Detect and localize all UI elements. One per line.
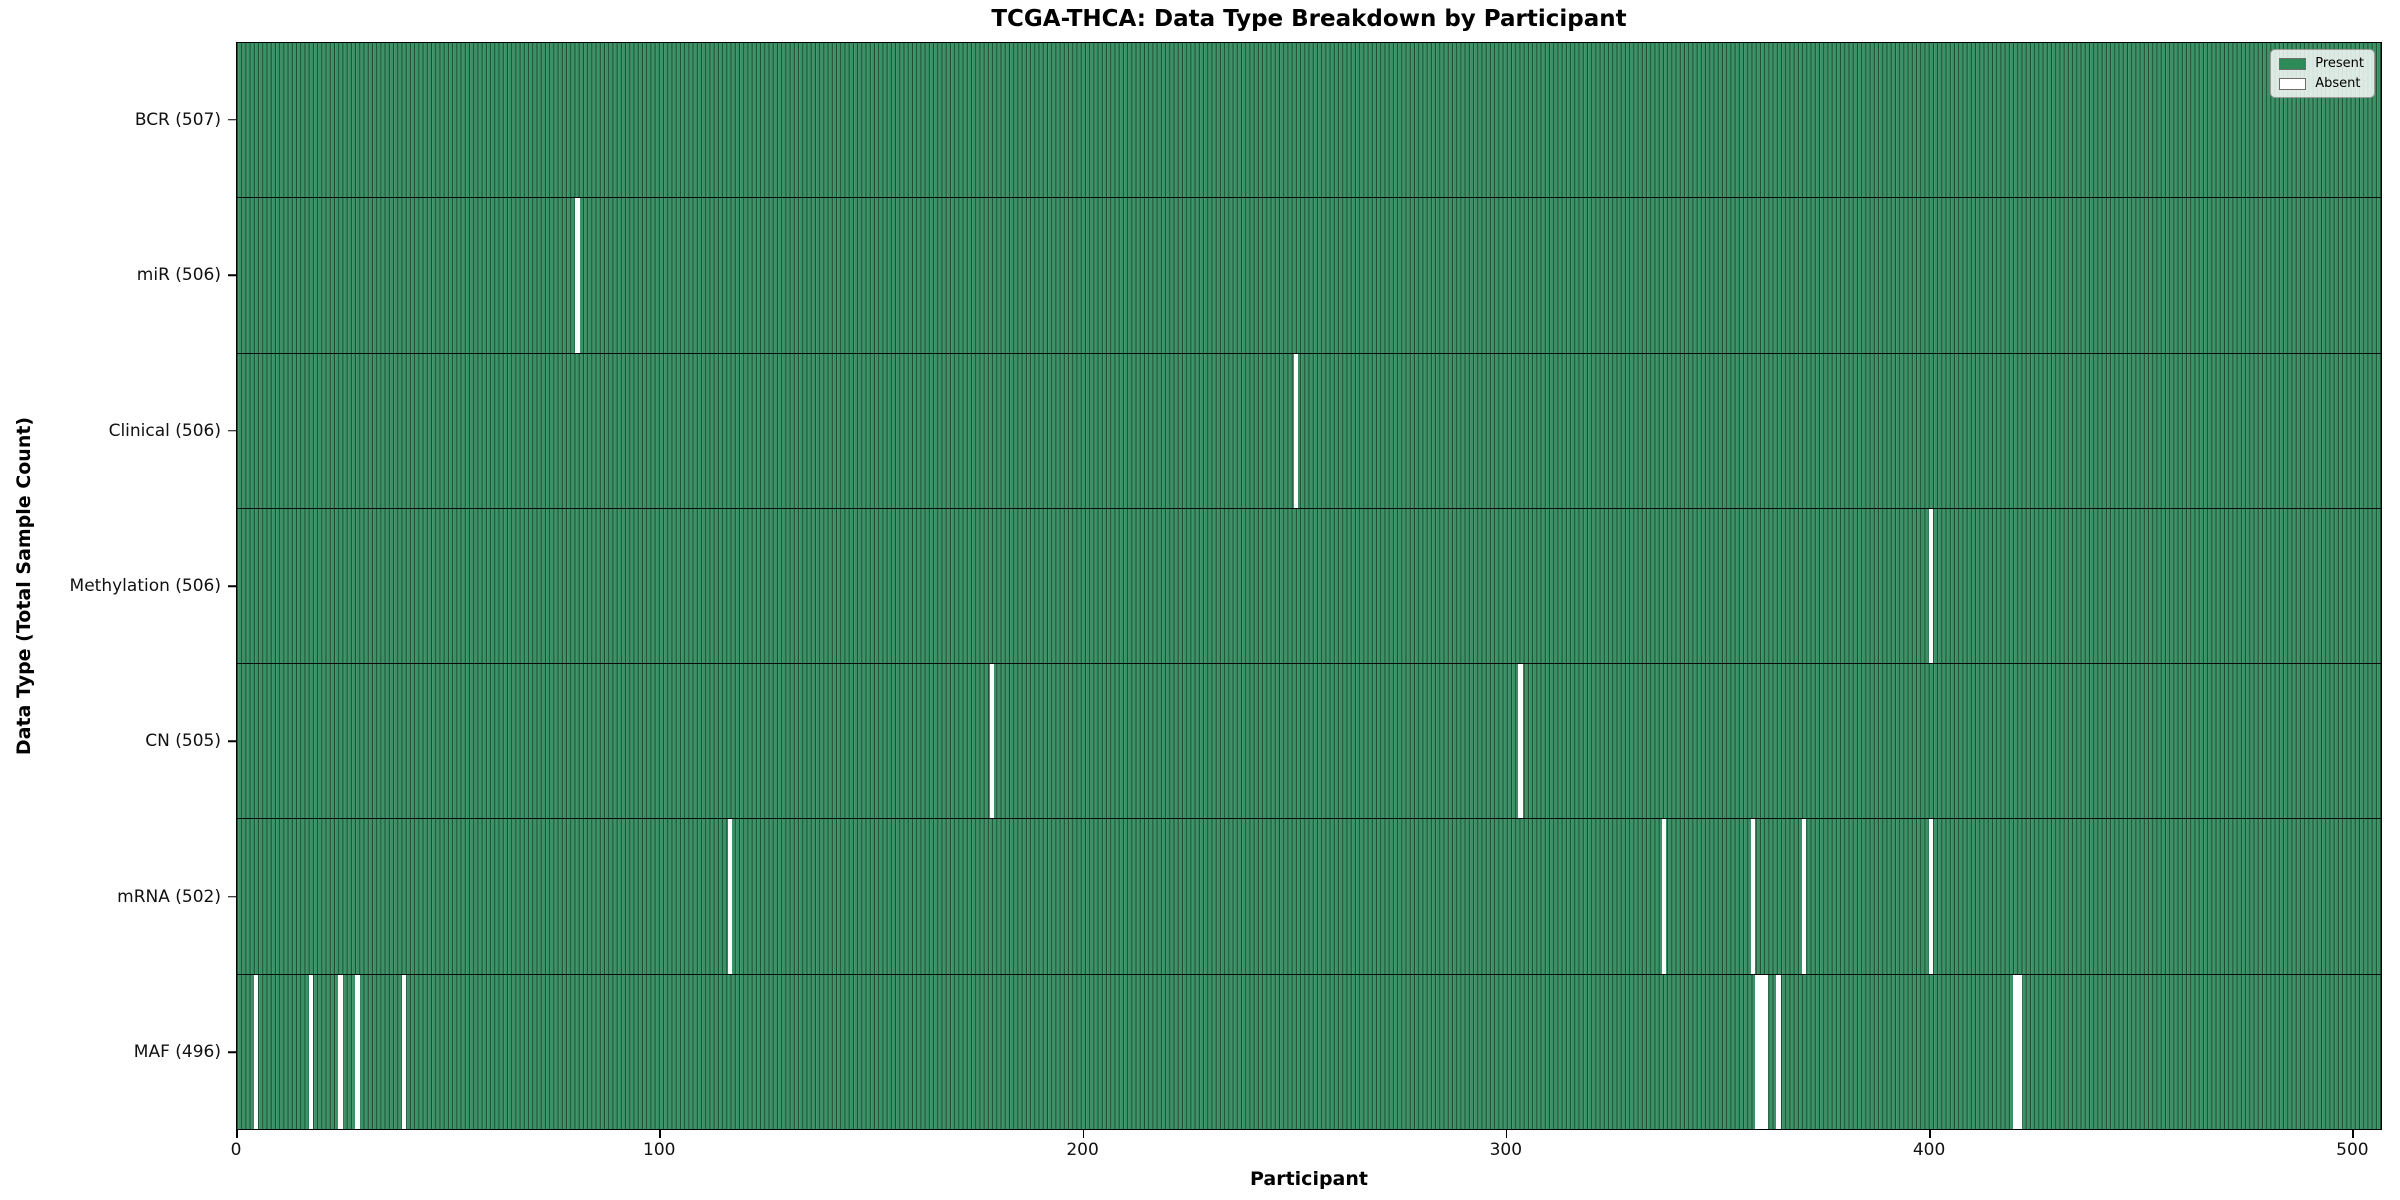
legend-label-absent: Absent xyxy=(2315,76,2361,91)
y-tick-mark xyxy=(228,118,236,121)
absent-marker xyxy=(1928,819,1933,974)
absent-marker xyxy=(1294,353,1299,508)
present-swatch xyxy=(2279,57,2307,70)
x-tick-label: 500 xyxy=(2336,1140,2369,1160)
x-axis-title: Participant xyxy=(1249,1168,1368,1190)
y-tick-label-clinical: Clinical (506) xyxy=(108,420,221,441)
x-tick-label: 0 xyxy=(230,1140,242,1160)
absent-marker xyxy=(2013,974,2018,1129)
y-tick-mark xyxy=(228,274,236,276)
y-tick-mark xyxy=(228,1051,236,1054)
x-tick-label: 300 xyxy=(1489,1140,1523,1160)
y-axis: BCR (507) miR (506) Clinical (506) Methylat… xyxy=(0,42,236,1130)
y-tick-mark xyxy=(228,896,236,898)
y-tick-mark xyxy=(228,585,236,587)
absent-marker xyxy=(989,664,994,819)
plot-area: Present Absent xyxy=(236,42,2382,1130)
x-tick-mark xyxy=(1505,1130,1508,1138)
legend-label-present: Present xyxy=(2315,56,2364,71)
absent-marker xyxy=(575,198,580,353)
absent-marker xyxy=(1750,819,1756,974)
y-tick-label-cn: CN (505) xyxy=(145,731,221,752)
chart-title: TCGA-THCA: Data Type Breakdown by Partic… xyxy=(991,6,1627,32)
y-tick-label-methylation: Methylation (506) xyxy=(69,576,221,596)
absent-marker xyxy=(1755,974,1760,1129)
x-tick-label: 100 xyxy=(643,1140,676,1160)
data-row-bcr xyxy=(237,43,2381,198)
x-tick-label: 400 xyxy=(1912,1140,1946,1160)
x-tick-mark xyxy=(236,1130,238,1138)
absent-marker xyxy=(1759,974,1764,1129)
absent-marker xyxy=(253,974,259,1129)
absent-marker xyxy=(1776,974,1781,1129)
data-row-clinical xyxy=(237,352,2381,508)
absent-marker xyxy=(401,974,407,1129)
legend: Present Absent xyxy=(2270,49,2375,98)
data-row-methylation xyxy=(237,507,2381,664)
absent-marker xyxy=(1518,664,1523,819)
absent-marker xyxy=(1928,508,1933,664)
data-row-maf xyxy=(237,973,2381,1129)
absent-marker xyxy=(727,819,732,974)
x-tick-mark xyxy=(659,1130,661,1138)
absent-marker xyxy=(2017,974,2022,1129)
y-axis-title-wrap: Data Type (Total Sample Count) xyxy=(4,42,44,1130)
absent-marker xyxy=(1801,819,1806,974)
y-tick-label-mir: miR (506) xyxy=(136,265,221,286)
data-row-mrna xyxy=(237,818,2381,974)
legend-item-present: Present xyxy=(2279,56,2364,71)
absent-marker xyxy=(1662,819,1667,974)
legend-item-absent: Absent xyxy=(2279,76,2364,91)
y-tick-label-bcr: BCR (507) xyxy=(134,109,221,130)
absent-marker xyxy=(1763,974,1768,1129)
data-row-cn xyxy=(237,663,2381,819)
data-row-mir xyxy=(237,197,2381,353)
x-tick-mark xyxy=(1929,1130,1931,1138)
absent-swatch xyxy=(2279,77,2307,90)
x-axis: 0 100 200 300 400 500 xyxy=(231,1130,2382,1176)
absent-marker xyxy=(338,974,343,1129)
x-tick-label: 200 xyxy=(1066,1140,1099,1160)
absent-marker xyxy=(355,974,360,1129)
y-tick-mark xyxy=(228,429,236,432)
x-tick-mark xyxy=(2352,1130,2354,1138)
x-tick-mark xyxy=(1082,1130,1085,1138)
y-tick-label-maf: MAF (496) xyxy=(133,1042,221,1063)
y-tick-label-mrna: mRNA (502) xyxy=(117,886,221,907)
y-axis-title: Data Type (Total Sample Count) xyxy=(13,416,35,756)
y-tick-mark xyxy=(228,740,236,743)
absent-marker xyxy=(308,974,314,1129)
